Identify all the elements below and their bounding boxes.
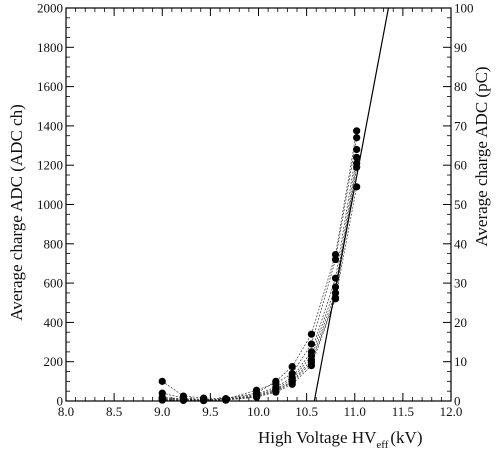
- y2-tick-label: 80: [454, 79, 467, 94]
- y-tick-label: 800: [44, 236, 64, 251]
- series-lines: [162, 130, 358, 401]
- x-tick-label: 8.0: [58, 404, 74, 419]
- y2-tick-label: 60: [454, 158, 467, 173]
- y-tick-label: 1000: [37, 197, 63, 212]
- data-point: [331, 255, 340, 264]
- fit-line: [313, 8, 390, 401]
- y-tick-label: 2000: [37, 1, 63, 16]
- y-tick-label: 1200: [37, 158, 63, 173]
- data-point: [288, 380, 296, 388]
- series-line: [162, 157, 358, 401]
- data-point: [353, 127, 361, 135]
- y-tick-label: 1600: [37, 79, 63, 94]
- data-point: [222, 396, 230, 404]
- data-point: [272, 388, 280, 396]
- y-tick-label: 400: [44, 315, 64, 330]
- data-point: [353, 153, 361, 161]
- series-line: [162, 137, 358, 400]
- y-tick-label: 1800: [37, 40, 63, 55]
- data-point: [252, 393, 261, 401]
- data-point: [353, 145, 361, 154]
- data-point: [331, 283, 340, 291]
- data-point: [158, 377, 166, 385]
- data-point: [353, 134, 361, 142]
- data-point: [307, 340, 316, 348]
- y2-tick-label: 0: [454, 394, 461, 409]
- data-markers: [158, 127, 361, 405]
- y2-axis-title: Average charge ADC (pC): [472, 66, 491, 246]
- x-tick-label: 11.0: [344, 404, 366, 419]
- series-line: [162, 163, 358, 401]
- y-tick-label: 600: [44, 276, 64, 291]
- x-tick-label: 9.0: [154, 404, 170, 419]
- series-line: [162, 130, 358, 399]
- y2-axis-ticks: 0 10 20 30 40 50 60 70 80 90 100: [443, 1, 474, 409]
- y2-tick-label: 90: [454, 40, 467, 55]
- y2-tick-label: 30: [454, 276, 467, 291]
- y2-tick-label: 50: [454, 197, 467, 212]
- y-tick-label: 1400: [37, 118, 63, 133]
- x-tick-label: 11.5: [392, 404, 414, 419]
- x-tick-label: 9.5: [202, 404, 218, 419]
- series-line: [162, 186, 358, 401]
- data-point: [288, 363, 296, 371]
- y2-tick-label: 100: [454, 1, 474, 16]
- x-axis-title: High Voltage HVeff (kV): [258, 428, 423, 451]
- y2-tick-label: 10: [454, 354, 467, 369]
- series-line: [162, 149, 358, 401]
- y-tick-label: 200: [44, 354, 64, 369]
- data-point: [353, 183, 361, 191]
- data-point: [353, 163, 361, 171]
- y2-tick-label: 70: [454, 118, 467, 133]
- y2-tick-label: 20: [454, 315, 467, 330]
- x-tick-label: 12.0: [440, 404, 463, 419]
- series-line: [162, 167, 358, 401]
- plot-frame: [65, 7, 452, 402]
- x-tick-label: 8.5: [106, 404, 122, 419]
- fit-line-group: [313, 8, 390, 401]
- axis-titles: High Voltage HVeff (kV) Average charge AD…: [7, 66, 491, 451]
- y-axis-title: Average charge ADC (ADC ch): [7, 104, 26, 321]
- y-tick-label: 0: [57, 394, 64, 409]
- data-point: [331, 295, 340, 303]
- data-point: [307, 330, 316, 338]
- y-axis-ticks: 0 200 400 600 800 1000 1200 1400 1600 1800 2000: [37, 1, 74, 409]
- y2-tick-label: 40: [454, 236, 467, 251]
- data-point: [307, 362, 316, 370]
- x-tick-label: 10.0: [247, 404, 270, 419]
- x-tick-label: 10.5: [295, 404, 318, 419]
- data-point: [331, 274, 340, 282]
- x-axis-ticks: 8.0 8.5 9.0 9.5 10.0 10.5 11.0 11.5 12.0: [58, 8, 463, 419]
